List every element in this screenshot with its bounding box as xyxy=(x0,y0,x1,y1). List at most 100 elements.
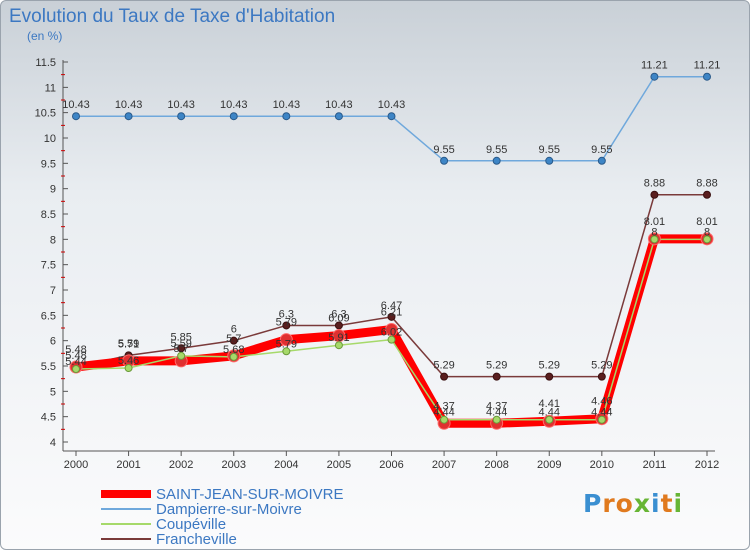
x-tick-label: 2003 xyxy=(222,459,246,471)
data-point-francheville xyxy=(440,372,449,381)
legend-label-dampierre: Dampierre-sur-Moivre xyxy=(156,501,302,518)
y-tick-label: 5.5 xyxy=(41,361,56,373)
data-label-francheville: 8.88 xyxy=(644,178,665,190)
data-label-coupeville: 5.91 xyxy=(328,332,349,344)
logo-letter: x xyxy=(633,489,651,518)
data-point-dampierre-sur-moivre xyxy=(177,112,186,121)
data-point-francheville xyxy=(703,190,711,199)
data-label-saint-jean-sur-moivre: 4.46 xyxy=(591,396,612,408)
y-tick-label: 11 xyxy=(45,82,56,94)
data-point-coupeville xyxy=(177,351,186,360)
x-tick-label: 2009 xyxy=(537,459,561,471)
data-point-coupeville xyxy=(597,415,606,424)
data-label-dampierre-sur-moivre: 9.55 xyxy=(539,144,560,156)
data-label-saint-jean-sur-moivre: 5.79 xyxy=(276,317,297,329)
x-tick-label: 2004 xyxy=(274,459,298,471)
y-tick-label: 6 xyxy=(50,336,56,348)
data-label-coupeville: 5.68 xyxy=(223,344,244,356)
data-point-coupeville xyxy=(387,335,396,344)
data-label-dampierre-sur-moivre: 10.43 xyxy=(62,99,90,111)
data-label-francheville: 6 xyxy=(231,324,237,336)
data-point-saint-jean-sur-moivre xyxy=(385,323,398,337)
data-label-dampierre-sur-moivre: 9.55 xyxy=(591,144,612,156)
x-tick-label: 2000 xyxy=(64,459,88,471)
data-point-coupeville xyxy=(124,364,133,373)
x-tick-label: 2008 xyxy=(484,459,508,471)
data-label-francheville: 5.29 xyxy=(539,360,560,372)
data-label-francheville: 5.85 xyxy=(170,331,191,343)
data-label-francheville: 8.88 xyxy=(696,178,717,190)
data-point-dampierre-sur-moivre xyxy=(387,112,396,121)
data-label-francheville: 5.29 xyxy=(591,360,612,372)
y-tick-label: 10 xyxy=(44,133,56,145)
data-label-saint-jean-sur-moivre: 4.37 xyxy=(486,400,507,412)
data-point-dampierre-sur-moivre xyxy=(334,112,343,121)
data-point-dampierre-sur-moivre xyxy=(124,112,133,121)
data-point-coupeville xyxy=(282,347,291,356)
data-label-dampierre-sur-moivre: 10.43 xyxy=(378,99,406,111)
data-label-francheville: 6.47 xyxy=(381,300,402,312)
data-point-francheville xyxy=(177,344,186,353)
data-label-saint-jean-sur-moivre: 5.59 xyxy=(170,338,191,350)
data-label-coupeville: 6.02 xyxy=(381,327,402,339)
data-point-dampierre-sur-moivre xyxy=(282,112,291,121)
data-point-coupeville xyxy=(440,415,449,424)
logo-letter: t xyxy=(660,489,674,518)
logo-letter: P xyxy=(583,489,603,518)
data-point-francheville xyxy=(597,372,606,381)
x-tick-label: 2011 xyxy=(643,459,667,471)
data-label-coupeville: 8 xyxy=(651,226,657,238)
data-point-coupeville xyxy=(229,352,238,361)
logo-letter: i xyxy=(651,489,661,518)
x-tick-label: 2012 xyxy=(695,459,719,471)
data-label-coupeville: 5.46 xyxy=(118,355,139,367)
data-point-coupeville xyxy=(492,415,501,424)
data-label-dampierre-sur-moivre: 11.21 xyxy=(694,60,721,72)
data-label-dampierre-sur-moivre: 10.43 xyxy=(273,99,301,111)
data-point-dampierre-sur-moivre xyxy=(703,72,711,81)
data-label-coupeville: 4.44 xyxy=(591,407,612,419)
data-label-saint-jean-sur-moivre: 4.37 xyxy=(433,400,454,412)
y-tick-label: 11.5 xyxy=(35,57,56,69)
data-point-francheville xyxy=(334,321,343,330)
data-label-dampierre-sur-moivre: 9.55 xyxy=(433,144,454,156)
data-label-coupeville: 4.44 xyxy=(486,407,507,419)
data-label-coupeville: 5.7 xyxy=(174,343,189,355)
y-tick-label: 4.5 xyxy=(41,412,56,424)
y-tick-label: 10.5 xyxy=(35,108,56,120)
data-point-dampierre-sur-moivre xyxy=(440,156,449,165)
data-label-francheville: 5.48 xyxy=(65,350,86,362)
data-point-dampierre-sur-moivre xyxy=(492,156,501,165)
data-label-saint-jean-sur-moivre: 6.21 xyxy=(381,307,402,319)
data-point-coupeville xyxy=(650,235,659,244)
legend-swatch-dampierre xyxy=(101,508,151,510)
x-tick-label: 2010 xyxy=(590,459,614,471)
data-label-francheville: 6.3 xyxy=(279,308,294,320)
data-label-dampierre-sur-moivre: 10.43 xyxy=(220,99,248,111)
chart-subtitle: (en %) xyxy=(27,29,63,43)
data-label-saint-jean-sur-moivre: 5.7 xyxy=(226,333,241,345)
legend-label-coupeville: Coupéville xyxy=(156,516,227,533)
y-tick-label: 9.5 xyxy=(41,158,56,170)
data-point-coupeville xyxy=(334,341,343,350)
y-tick-label: 7.5 xyxy=(41,260,56,272)
data-point-dampierre-sur-moivre xyxy=(229,112,238,121)
data-label-dampierre-sur-moivre: 10.43 xyxy=(115,99,143,111)
data-label-saint-jean-sur-moivre: 6.09 xyxy=(328,313,349,325)
data-label-dampierre-sur-moivre: 9.55 xyxy=(486,144,507,156)
data-label-coupeville: 4.44 xyxy=(433,407,454,419)
data-label-saint-jean-sur-moivre: 8.01 xyxy=(644,216,665,228)
x-tick-label: 2005 xyxy=(327,459,351,471)
data-label-francheville: 5.29 xyxy=(433,360,454,372)
data-label-coupeville: 4.44 xyxy=(539,407,560,419)
data-label-saint-jean-sur-moivre: 5.48 xyxy=(65,344,86,356)
data-point-coupeville xyxy=(545,415,554,424)
data-label-dampierre-sur-moivre: 10.43 xyxy=(167,99,195,111)
logo-letter: r xyxy=(602,489,616,518)
x-tick-label: 2001 xyxy=(116,459,140,471)
y-tick-label: 8 xyxy=(50,234,56,246)
legend-label-francheville: Francheville xyxy=(156,531,237,548)
data-point-dampierre-sur-moivre xyxy=(650,72,659,81)
logo-letter: o xyxy=(615,489,634,518)
